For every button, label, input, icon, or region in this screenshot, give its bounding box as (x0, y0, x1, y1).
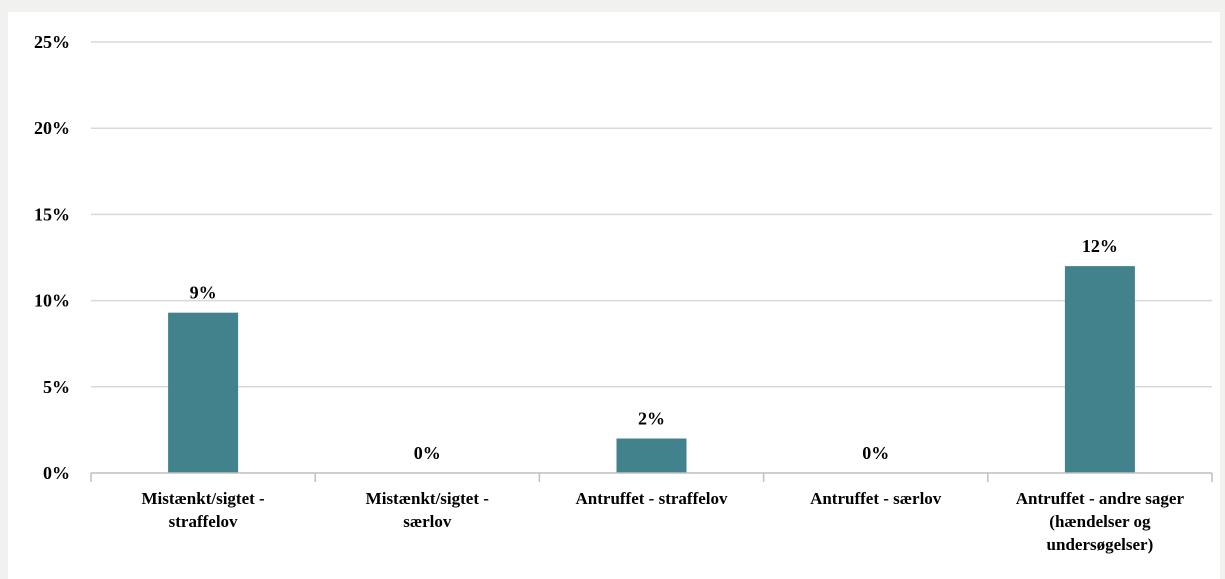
data-label: 2% (638, 409, 665, 429)
data-label: 0% (862, 443, 889, 463)
y-axis-tick-labels: 0% 5% 10% 15% 20% 25% (34, 32, 70, 483)
y-tick-label: 20% (34, 118, 70, 138)
y-tick-label: 0% (43, 463, 70, 483)
data-label: 12% (1082, 236, 1118, 256)
data-label: 0% (414, 443, 441, 463)
bar (1064, 266, 1135, 473)
data-label: 9% (190, 283, 217, 303)
bars (168, 266, 1135, 473)
category-label: Antruffet - andre sager (hændelser og unde… (1016, 489, 1185, 554)
y-tick-label: 10% (34, 291, 70, 311)
category-label: Antruffet - særlov (810, 489, 942, 508)
y-tick-label: 25% (34, 32, 70, 52)
x-axis (90, 472, 1213, 482)
data-labels: 9% 0% 2% 0% 12% (190, 236, 1118, 463)
bar (616, 438, 687, 473)
category-label: Mistænkt/sigtet -straffelov (141, 489, 265, 531)
bar (168, 312, 239, 473)
y-tick-label: 15% (34, 204, 70, 224)
gridlines (91, 41, 1212, 388)
x-axis-category-labels: Mistænkt/sigtet -straffelov Mistænkt/sigt… (141, 489, 1184, 554)
y-tick-label: 5% (43, 377, 70, 397)
category-label: Mistænkt/sigtet -særlov (366, 489, 490, 531)
category-label: Antruffet - straffelov (576, 489, 728, 508)
chart-canvas: 0% 5% 10% 15% 20% 25% 9% 0% 2% 0% 12% Mistænkt/si… (34, 32, 1213, 554)
bar-chart: 0% 5% 10% 15% 20% 25% 9% 0% 2% 0% 12% Mistænkt/si… (8, 12, 1220, 579)
